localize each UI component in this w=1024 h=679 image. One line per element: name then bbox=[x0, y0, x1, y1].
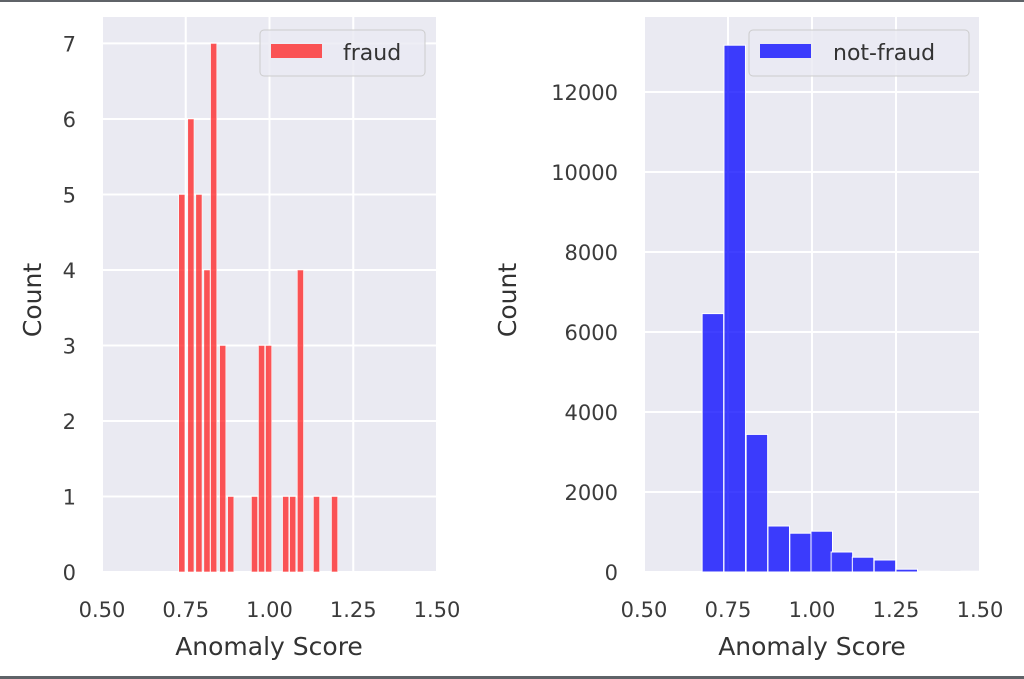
x-tick-label: 0.75 bbox=[705, 598, 752, 622]
histogram-bar bbox=[178, 194, 186, 573]
histogram-bar bbox=[297, 269, 304, 573]
legend-box bbox=[748, 29, 970, 77]
y-tick-labels: 0 1 2 3 4 5 6 7 bbox=[63, 32, 76, 585]
histogram-bar bbox=[187, 118, 195, 573]
y-tick-label: 2000 bbox=[565, 481, 618, 505]
histogram-bar bbox=[251, 496, 258, 573]
histogram-bar bbox=[701, 313, 725, 573]
y-axis-label: Count bbox=[493, 263, 522, 337]
not-fraud-histogram-panel: 0.50 0.75 1.00 1.25 1.50 0 2000 4000 6000 8000 10… bbox=[493, 17, 1003, 661]
x-tick-label: 1.25 bbox=[873, 598, 920, 622]
window-top-border bbox=[0, 0, 1024, 2]
histogram-bar bbox=[723, 44, 746, 573]
y-tick-label: 8000 bbox=[565, 241, 618, 265]
histogram-bar bbox=[210, 43, 218, 573]
y-tick-label: 5 bbox=[63, 183, 76, 207]
x-tick-label: 1.00 bbox=[789, 598, 836, 622]
y-tick-label: 4 bbox=[63, 259, 76, 283]
y-tick-label: 2 bbox=[63, 410, 76, 434]
histogram-bar bbox=[203, 269, 211, 573]
x-axis-label: Anomaly Score bbox=[718, 632, 906, 661]
histogram-bar bbox=[289, 496, 297, 573]
y-tick-label: 6000 bbox=[565, 321, 618, 345]
histogram-bar bbox=[873, 559, 897, 573]
histogram-bar bbox=[227, 496, 235, 573]
y-tick-label: 1 bbox=[63, 485, 76, 509]
histogram-bar bbox=[960, 570, 983, 573]
legend-swatch-not-fraud bbox=[760, 44, 811, 58]
x-tick-labels: 0.50 0.75 1.00 1.25 1.50 bbox=[79, 598, 461, 622]
x-tick-label: 1.25 bbox=[330, 598, 377, 622]
x-tick-label: 1.50 bbox=[414, 598, 461, 622]
y-tick-labels: 0 2000 4000 6000 8000 10000 12000 bbox=[551, 81, 618, 585]
y-tick-label: 7 bbox=[63, 32, 76, 56]
y-tick-label: 6 bbox=[63, 108, 76, 132]
histogram-bar bbox=[917, 570, 941, 573]
histogram-bar bbox=[219, 345, 227, 573]
legend: fraud bbox=[259, 29, 426, 77]
y-tick-label: 3 bbox=[63, 334, 76, 358]
histogram-bar bbox=[851, 556, 875, 573]
y-tick-label: 10000 bbox=[551, 161, 618, 185]
legend-swatch-fraud bbox=[271, 44, 322, 58]
histogram-bars bbox=[701, 44, 983, 573]
y-tick-label: 4000 bbox=[565, 401, 618, 425]
histogram-bar bbox=[830, 551, 854, 573]
y-tick-label: 0 bbox=[63, 561, 76, 585]
legend-label-not-fraud: not-fraud bbox=[833, 41, 935, 66]
histogram-bars bbox=[178, 43, 339, 573]
fraud-histogram-panel: 0.50 0.75 1.00 1.25 1.50 0 1 2 3 4 5 6 7 Anomaly Sc… bbox=[18, 17, 460, 661]
window-bottom-border bbox=[0, 676, 1024, 679]
x-tick-label: 0.75 bbox=[162, 598, 209, 622]
y-tick-label: 12000 bbox=[551, 81, 618, 105]
x-tick-labels: 0.50 0.75 1.00 1.25 1.50 bbox=[621, 598, 1004, 622]
x-tick-label: 1.50 bbox=[957, 598, 1004, 622]
x-tick-label: 0.50 bbox=[621, 598, 668, 622]
histogram-bar bbox=[895, 568, 919, 573]
histogram-bar bbox=[265, 345, 273, 573]
histogram-bar bbox=[331, 496, 339, 573]
histogram-bar bbox=[767, 525, 790, 573]
y-tick-label: 0 bbox=[605, 561, 618, 585]
x-tick-label: 0.50 bbox=[79, 598, 126, 622]
y-axis-label: Count bbox=[18, 263, 47, 337]
histogram-bar bbox=[282, 496, 290, 573]
histogram-bar bbox=[810, 530, 833, 573]
x-axis-label: Anomaly Score bbox=[175, 632, 363, 661]
legend-box bbox=[259, 29, 426, 77]
legend-label-fraud: fraud bbox=[343, 41, 401, 66]
legend: not-fraud bbox=[748, 29, 970, 77]
histogram-bar bbox=[313, 496, 320, 573]
histogram-bar bbox=[258, 345, 265, 573]
x-tick-label: 1.00 bbox=[246, 598, 293, 622]
histogram-bar bbox=[745, 433, 769, 573]
histogram-bar bbox=[789, 532, 812, 573]
histogram-bar bbox=[195, 194, 203, 573]
